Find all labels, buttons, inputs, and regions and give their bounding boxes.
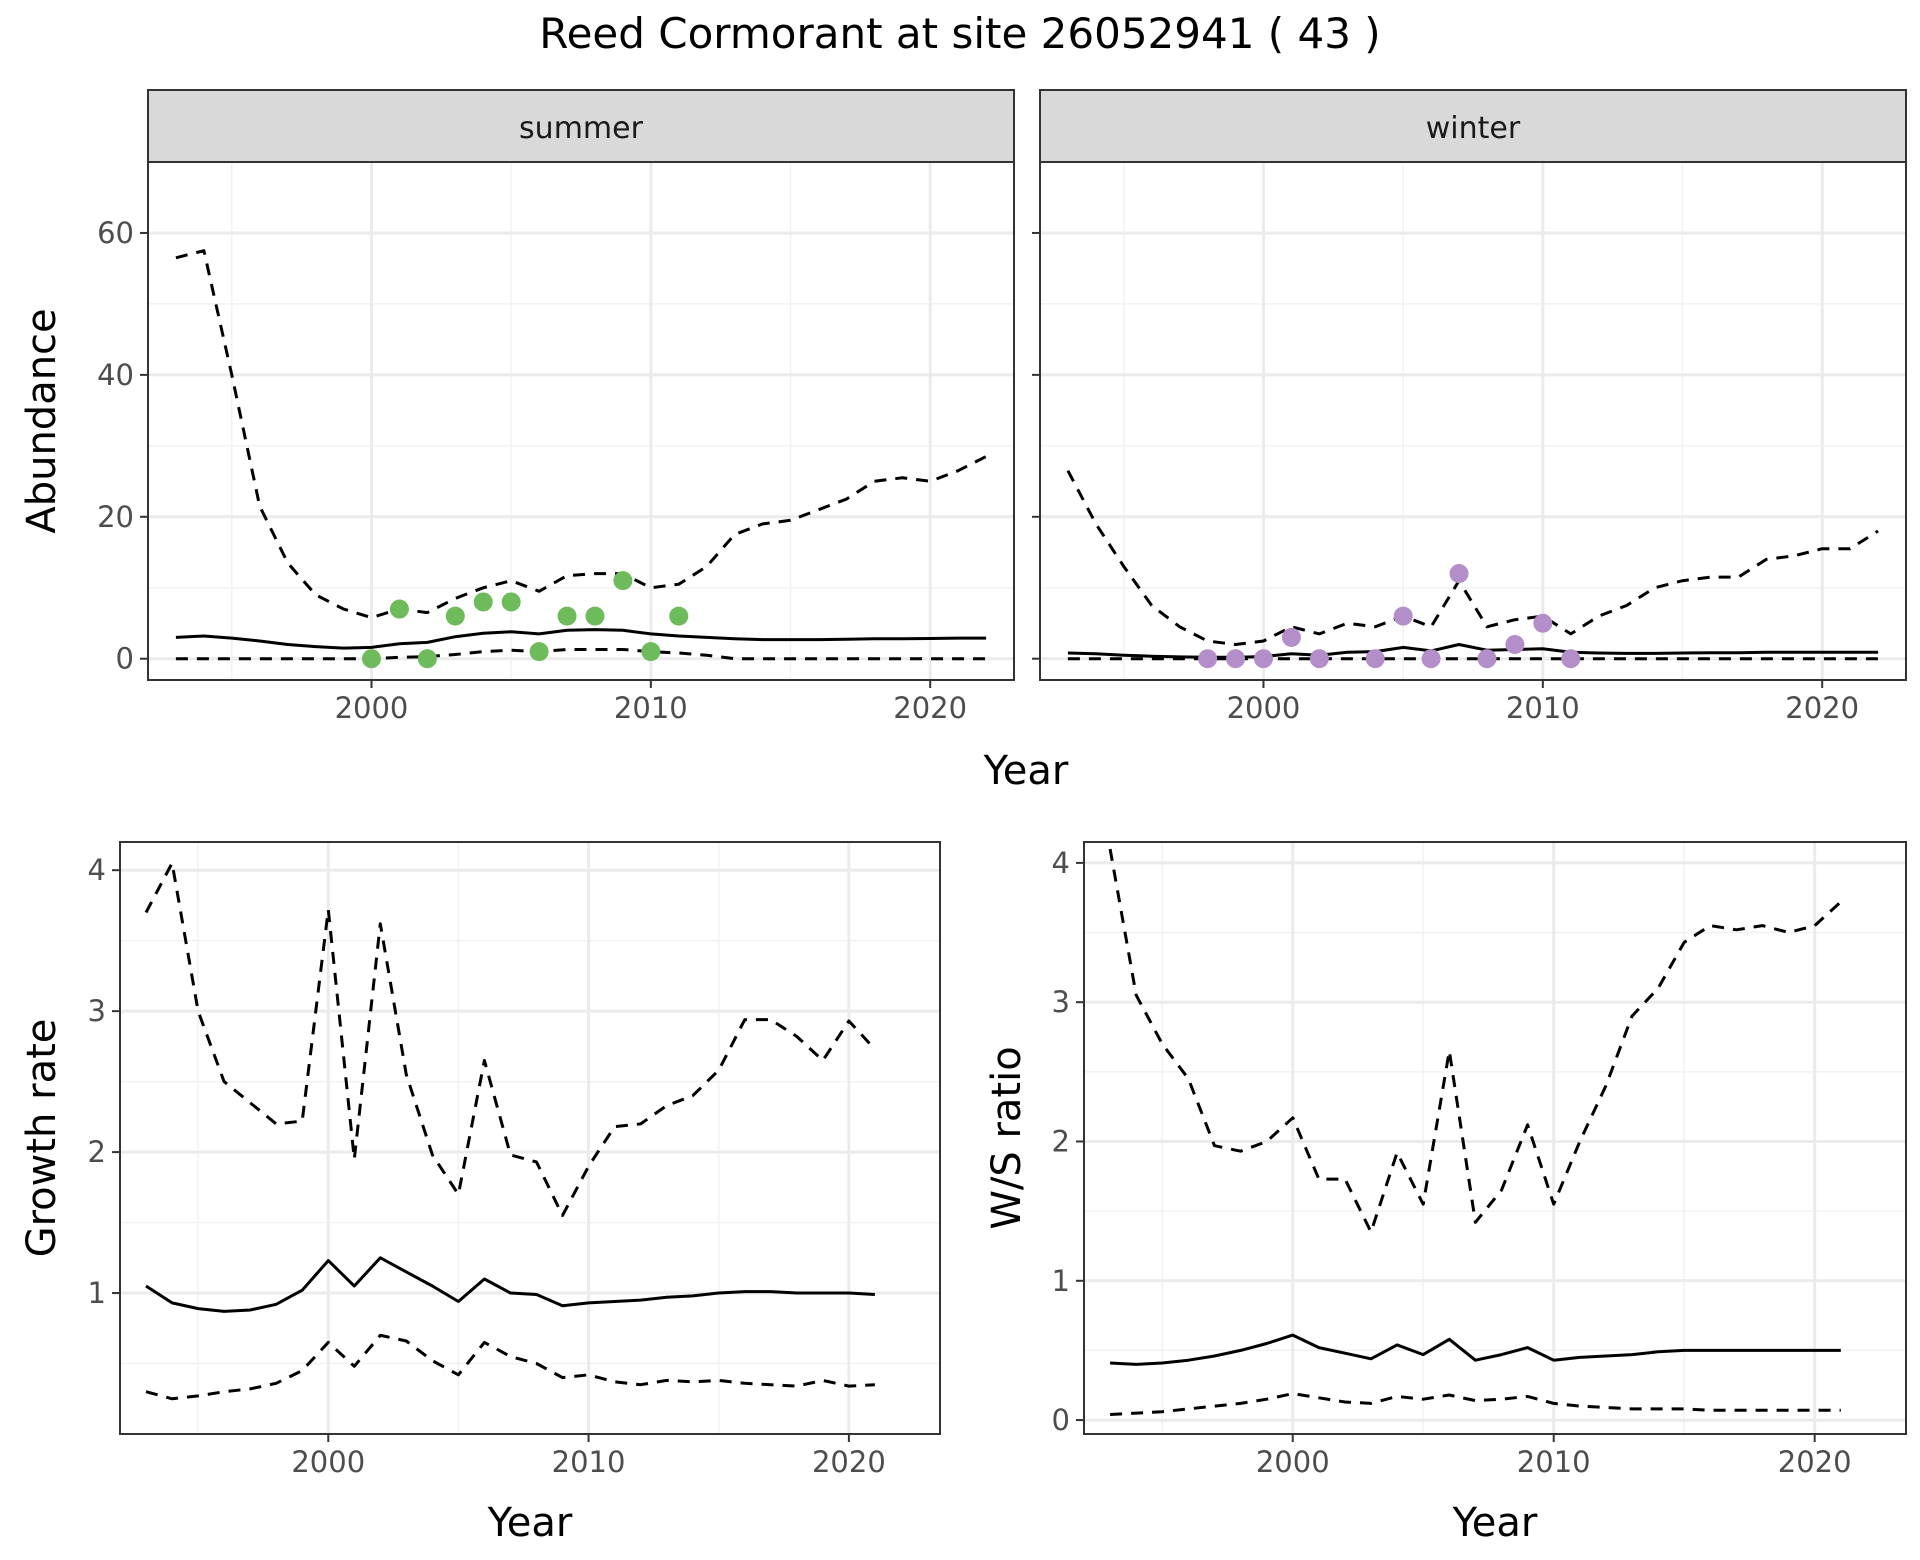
y-ticks-summer: 0 20 40 60 (97, 216, 148, 676)
strip-summer (147, 89, 1015, 163)
y-tick-label: 60 (97, 216, 134, 250)
series-ws (1108, 848, 1842, 1416)
observed-point (557, 606, 577, 626)
x-axis-label-growth: Year (487, 1500, 573, 1546)
y-tick-label: 3 (88, 994, 106, 1028)
y-tick-label: 0 (116, 642, 134, 676)
y-axis-label-growth-rate: Growth rate (19, 1019, 65, 1258)
observed-point (389, 599, 409, 619)
observed-point (1505, 635, 1525, 655)
series-summer (175, 249, 987, 661)
observed-point (361, 649, 381, 669)
series-upper-line (144, 861, 877, 1217)
observed-point (1561, 649, 1581, 669)
y-tick-label: 20 (97, 500, 134, 534)
x-tick-label: 2000 (335, 691, 409, 725)
plot-border-ws (1083, 841, 1907, 1435)
observed-point (1477, 649, 1497, 669)
series-growth (144, 861, 877, 1401)
x-ticks-winter: 2000 2010 2020 (1227, 680, 1859, 725)
x-ticks-summer: 2000 2010 2020 (335, 680, 967, 725)
series-mean-line (145, 1256, 875, 1313)
series-upper-line (175, 249, 987, 620)
series-upper-line (1066, 470, 1879, 646)
x-axis-label-top: Year (983, 748, 1069, 794)
x-axis-label-ws: Year (1452, 1500, 1538, 1546)
observed-point (613, 571, 633, 591)
strip-winter (1039, 89, 1907, 163)
x-tick-label: 2010 (1517, 1445, 1591, 1479)
observed-point (501, 592, 521, 612)
observed-point (1449, 564, 1469, 584)
y-tick-label: 2 (88, 1135, 106, 1169)
panel-ws-ratio: 2000 2010 2020 0 1 2 3 4 W/S ratio Year (984, 841, 1907, 1546)
x-ticks-ws: 2000 2010 2020 (1256, 1434, 1852, 1479)
panel-growth-rate: 2000 2010 2020 1 2 3 4 Growth rate Year (19, 841, 941, 1546)
x-tick-label: 2020 (812, 1445, 886, 1479)
plot-border-winter (1039, 161, 1907, 681)
y-axis-label-abundance: Abundance (19, 308, 65, 533)
panel-summer: summer 2000 2010 2020 0 20 40 60 Abundance (19, 89, 1015, 725)
series-mean-line (1110, 1333, 1841, 1366)
observed-point (1253, 649, 1273, 669)
plot-border-growth (119, 841, 941, 1435)
observed-point (641, 642, 661, 662)
x-tick-label: 2000 (1256, 1445, 1330, 1479)
x-tick-label: 2010 (1506, 691, 1580, 725)
observed-point (1421, 649, 1441, 669)
observed-point (669, 606, 689, 626)
x-tick-label: 2000 (1227, 691, 1301, 725)
x-tick-label: 2020 (1785, 691, 1859, 725)
y-tick-label: 40 (97, 358, 134, 392)
strip-label-summer: summer (519, 111, 644, 146)
figure-title: Reed Cormorant at site 26052941 ( 43 ) (539, 9, 1380, 58)
y-tick-label: 1 (1052, 1264, 1070, 1298)
x-tick-label: 2000 (291, 1445, 365, 1479)
observed-point (1198, 649, 1218, 669)
observed-point (1309, 649, 1329, 669)
y-ticks-winter (1032, 231, 1040, 660)
series-mean-line (175, 628, 987, 650)
x-ticks-growth: 2000 2010 2020 (291, 1434, 886, 1479)
observed-point (1533, 613, 1553, 633)
strip-label-winter: winter (1426, 111, 1521, 146)
panel-winter: winter 2000 2010 2020 (1032, 89, 1907, 725)
y-tick-label: 2 (1052, 1124, 1070, 1158)
y-ticks-growth: 1 2 3 4 (88, 853, 120, 1310)
observed-point (445, 606, 465, 626)
observed-point (1226, 649, 1246, 669)
y-tick-label: 4 (88, 853, 106, 887)
x-tick-label: 2020 (893, 691, 967, 725)
observed-point (585, 606, 605, 626)
observed-point (417, 649, 437, 669)
x-tick-label: 2010 (552, 1445, 626, 1479)
y-tick-label: 3 (1052, 985, 1070, 1019)
y-tick-label: 1 (88, 1276, 106, 1310)
series-lower-line (1110, 1392, 1841, 1416)
points-summer (361, 571, 689, 669)
series-upper-line (1108, 848, 1842, 1234)
y-ticks-ws: 0 1 2 3 4 (1052, 846, 1084, 1437)
y-axis-label-ws-ratio: W/S ratio (984, 1046, 1030, 1229)
observed-point (1393, 606, 1413, 626)
x-tick-label: 2020 (1778, 1445, 1852, 1479)
observed-point (1281, 627, 1301, 647)
series-lower-line (175, 648, 987, 661)
points-winter (1198, 564, 1581, 669)
x-tick-label: 2010 (614, 691, 688, 725)
observed-point (473, 592, 493, 612)
y-tick-label: 0 (1052, 1403, 1070, 1437)
plot-border-summer (147, 161, 1015, 681)
observed-point (1365, 649, 1385, 669)
observed-point (529, 642, 549, 662)
y-tick-label: 4 (1052, 846, 1070, 880)
